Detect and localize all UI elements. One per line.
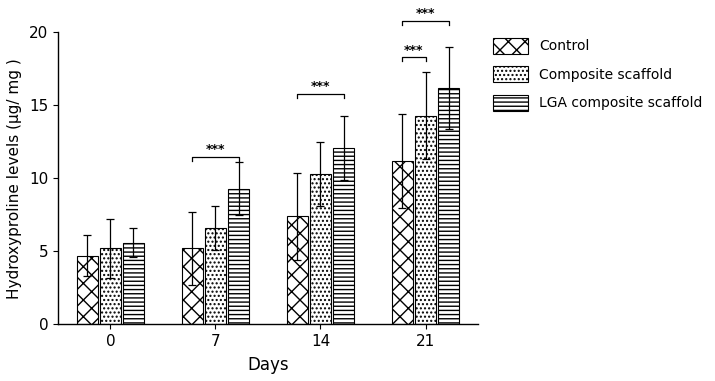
Bar [123, 243, 144, 324]
Text: ***: *** [415, 7, 435, 20]
Bar [415, 115, 436, 324]
Bar [204, 228, 226, 324]
Bar [100, 248, 121, 324]
Bar [182, 248, 203, 324]
Y-axis label: Hydroxyproline levels (µg/ mg ): Hydroxyproline levels (µg/ mg ) [7, 58, 22, 299]
Text: ***: *** [404, 43, 424, 56]
Bar [287, 216, 308, 324]
Bar [438, 88, 459, 324]
X-axis label: Days: Days [247, 356, 289, 374]
Bar [77, 256, 98, 324]
Bar [333, 148, 354, 324]
Bar [310, 174, 331, 324]
Bar [228, 189, 249, 324]
Bar [392, 161, 413, 324]
Legend: Control, Composite scaffold, LGA composite scaffold: Control, Composite scaffold, LGA composi… [489, 34, 706, 115]
Text: ***: *** [206, 143, 225, 156]
Text: ***: *** [311, 80, 330, 93]
